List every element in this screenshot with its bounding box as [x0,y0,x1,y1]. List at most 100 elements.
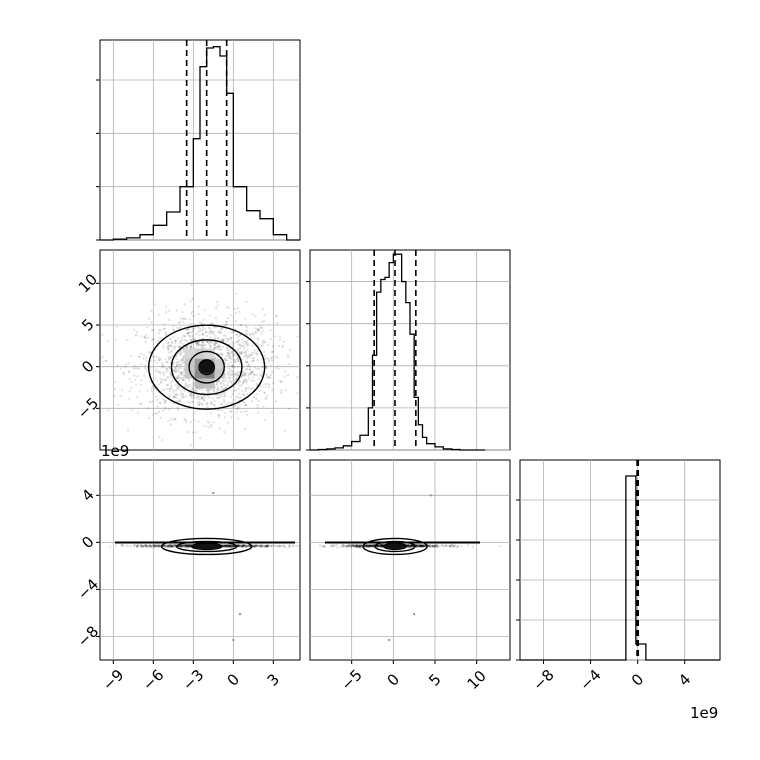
scatter-point [406,545,409,548]
scatter-point [231,544,234,547]
scatter-point [156,339,160,342]
scatter-point [365,544,368,547]
scatter-point [183,335,186,338]
scatter-point [139,402,142,405]
scatter-point [179,545,182,548]
scatter-point [262,405,265,408]
scatter-point [169,355,172,359]
scatter-point [245,360,248,363]
panel-marginal-z: −8 −4 0 4 1e9 [516,459,721,722]
scatter-point [153,359,156,362]
scatter-point [250,353,253,357]
scatter-point [265,366,268,370]
scatter-point [418,544,421,548]
scatter-point [445,544,448,548]
scatter-point [229,410,232,413]
scatter-point [140,544,143,547]
scatter-point [365,545,368,548]
scatter-point [356,545,359,548]
scatter-point [225,337,228,340]
scatter-point [380,544,383,547]
scatter-point [193,412,196,415]
scatter-point [144,340,147,344]
scatter-point [274,400,277,403]
scatter-point [359,546,362,549]
scatter-point [179,317,182,320]
scatter-point [367,545,371,548]
scatter-point [199,343,203,347]
scatter-point [240,545,244,548]
scatter-point [220,332,223,335]
scatter-point [168,390,171,393]
scatter-point [173,543,176,547]
scatter-point [187,544,190,547]
scatter-point [245,381,248,384]
scatter-point [183,418,186,421]
scatter-point [263,419,266,422]
scatter-point [263,391,266,395]
scatter-point [182,334,185,337]
scatter-point [150,321,153,324]
scatter-point [269,545,273,548]
scatter-point [408,546,411,549]
scatter-point [421,544,424,547]
scatter-point [174,342,177,345]
scatter-point [181,373,184,376]
density-cell [194,378,205,389]
scatter-point [159,372,162,375]
scatter-point [136,375,139,378]
scatter-point [182,317,185,321]
scatter-point [348,544,351,547]
histogram-bars [310,253,485,451]
scatter-point [242,543,246,546]
scatter-point [331,545,335,549]
scatter-point [178,545,181,548]
scatter-point [196,345,199,348]
scatter-point [182,359,185,362]
scatter-point [178,360,181,363]
scatter-point [174,544,177,547]
scatter-point [252,379,255,382]
scatter-point [180,545,183,548]
scatter-point [177,370,180,373]
scatter-point [252,371,255,374]
scatter-point [236,307,239,310]
scatter-point [267,386,271,389]
scatter-point [421,545,424,548]
scatter-point [242,545,246,548]
scatter-point [254,331,257,334]
scatter-point [254,544,257,547]
scatter-point [369,543,372,547]
scatter-point [246,368,249,371]
scatter-point [183,543,186,547]
scatter-point [237,347,240,351]
scatter-point [432,545,435,549]
scatter-point [212,403,215,407]
scatter-point [185,546,189,549]
scatter-point [132,367,135,370]
scatter-point [365,544,368,548]
scatter-point [237,544,240,547]
scatter-point [150,387,153,390]
scatter-point [357,545,360,548]
scatter-point [229,545,232,548]
scatter-point [380,543,383,547]
scatter-point [179,352,182,355]
scatter-point [332,544,335,547]
scatter-point [358,546,361,549]
scatter-point [178,377,182,380]
scatter-point [162,365,166,368]
scatter-point [238,343,241,346]
scatter-point [233,360,237,364]
y-tick-label: 10 [75,270,101,296]
scatter-point [164,371,167,374]
scatter-point [241,338,244,341]
scatter-point [211,322,214,325]
scatter-point [162,544,165,548]
scatter-point [235,333,238,336]
scatter-point [236,349,239,352]
scatter-point [172,545,175,548]
scatter-point [243,355,246,358]
scatter-point [187,331,190,334]
scatter-point [226,362,230,366]
